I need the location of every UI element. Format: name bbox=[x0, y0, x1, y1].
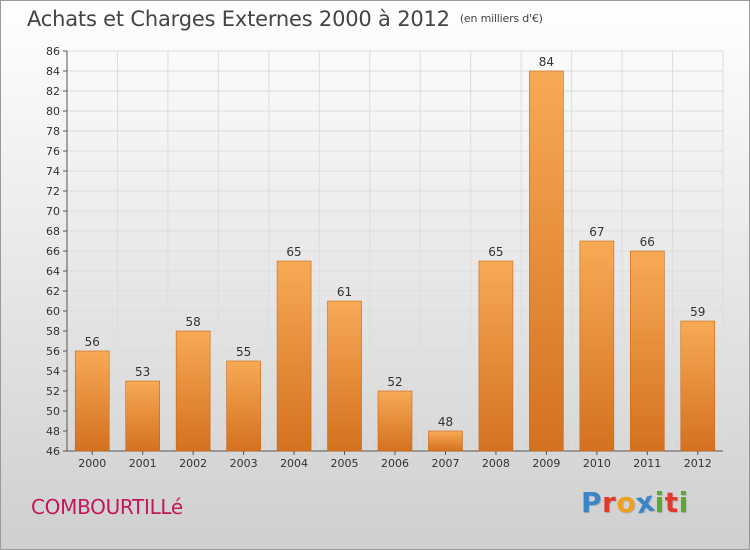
y-tick-label: 82 bbox=[46, 85, 60, 98]
x-tick-label: 2009 bbox=[532, 457, 560, 470]
bar bbox=[226, 360, 261, 452]
y-tick-label: 54 bbox=[46, 365, 60, 378]
y-tick-label: 70 bbox=[46, 205, 60, 218]
x-tick-label: 2010 bbox=[583, 457, 611, 470]
y-tick-label: 78 bbox=[46, 125, 60, 138]
data-label: 67 bbox=[589, 225, 604, 239]
y-tick-label: 64 bbox=[46, 265, 60, 278]
bar bbox=[680, 320, 716, 452]
y-tick-label: 86 bbox=[46, 45, 60, 58]
y-tick-label: 72 bbox=[46, 185, 60, 198]
brand-letter: i bbox=[654, 486, 665, 519]
y-tick-label: 84 bbox=[46, 65, 60, 78]
bar bbox=[478, 260, 514, 452]
bar bbox=[74, 350, 110, 452]
x-tick-label: 2011 bbox=[633, 457, 661, 470]
bar bbox=[175, 330, 211, 452]
x-tick-label: 2004 bbox=[280, 457, 308, 470]
data-label: 84 bbox=[539, 55, 554, 69]
x-tick-labels: 2000 2001 2002 2003 2004 2005 2006 2007 2008 2009… bbox=[78, 457, 712, 470]
bar bbox=[428, 430, 463, 452]
data-label: 58 bbox=[186, 315, 201, 329]
data-label: 65 bbox=[488, 245, 503, 259]
y-tick-label: 50 bbox=[46, 405, 60, 418]
brand-letter: r bbox=[602, 486, 617, 519]
brand-letter: t bbox=[664, 486, 679, 519]
bar bbox=[327, 300, 362, 452]
bar bbox=[276, 260, 312, 452]
data-label: 48 bbox=[438, 415, 453, 429]
y-tick-label: 56 bbox=[46, 345, 60, 358]
data-label: 56 bbox=[85, 335, 100, 349]
x-tick-label: 2012 bbox=[684, 457, 712, 470]
chart-title: Achats et Charges Externes 2000 à 2012 (e… bbox=[27, 7, 543, 31]
data-label: 53 bbox=[135, 365, 150, 379]
data-label: 61 bbox=[337, 285, 352, 299]
x-tick-label: 2002 bbox=[179, 457, 207, 470]
chart-unit: (en milliers d'€) bbox=[459, 12, 543, 25]
data-label: 66 bbox=[640, 235, 655, 249]
y-tick-label: 62 bbox=[46, 285, 60, 298]
y-tick-label: 58 bbox=[46, 325, 60, 338]
y-tick-label: 68 bbox=[46, 225, 60, 238]
x-tick-label: 2008 bbox=[482, 457, 510, 470]
y-tick-label: 46 bbox=[46, 445, 60, 458]
proxiti-logo: Proxiti bbox=[581, 485, 689, 521]
bar bbox=[630, 250, 665, 452]
bar bbox=[579, 240, 615, 452]
y-tick-labels: 46 48 50 52 54 56 58 60 62 64 66 68 70 72 74 76 78 80 82 84… bbox=[46, 45, 60, 458]
y-tick-label: 52 bbox=[46, 385, 60, 398]
y-tick-label: 74 bbox=[46, 165, 60, 178]
brand-letter: P bbox=[581, 486, 603, 519]
x-tick-label: 2005 bbox=[331, 457, 359, 470]
bar bbox=[529, 70, 564, 452]
data-label: 65 bbox=[286, 245, 301, 259]
brand-letter: i bbox=[678, 486, 689, 519]
data-label: 55 bbox=[236, 345, 251, 359]
brand-letter: o bbox=[616, 486, 637, 519]
x-tick-label: 2000 bbox=[78, 457, 106, 470]
y-tick-label: 66 bbox=[46, 245, 60, 258]
x-tick-label: 2003 bbox=[230, 457, 258, 470]
y-tick-label: 60 bbox=[46, 305, 60, 318]
x-tick-label: 2001 bbox=[129, 457, 157, 470]
data-labels: 56 53 58 55 65 61 52 48 65 84 67 66 59 bbox=[85, 55, 706, 429]
bar bbox=[377, 390, 413, 452]
x-tick-label: 2007 bbox=[431, 457, 459, 470]
bar bbox=[125, 380, 160, 452]
x-tick-label: 2006 bbox=[381, 457, 409, 470]
data-label: 52 bbox=[387, 375, 402, 389]
y-tick-label: 76 bbox=[46, 145, 60, 158]
y-tick-label: 80 bbox=[46, 105, 60, 118]
commune-name: COMBOURTILLé bbox=[31, 495, 183, 519]
bars bbox=[74, 70, 716, 452]
chart-title-text: Achats et Charges Externes 2000 à 2012 bbox=[27, 7, 450, 31]
y-tick-label: 48 bbox=[46, 425, 60, 438]
data-label: 59 bbox=[690, 305, 705, 319]
